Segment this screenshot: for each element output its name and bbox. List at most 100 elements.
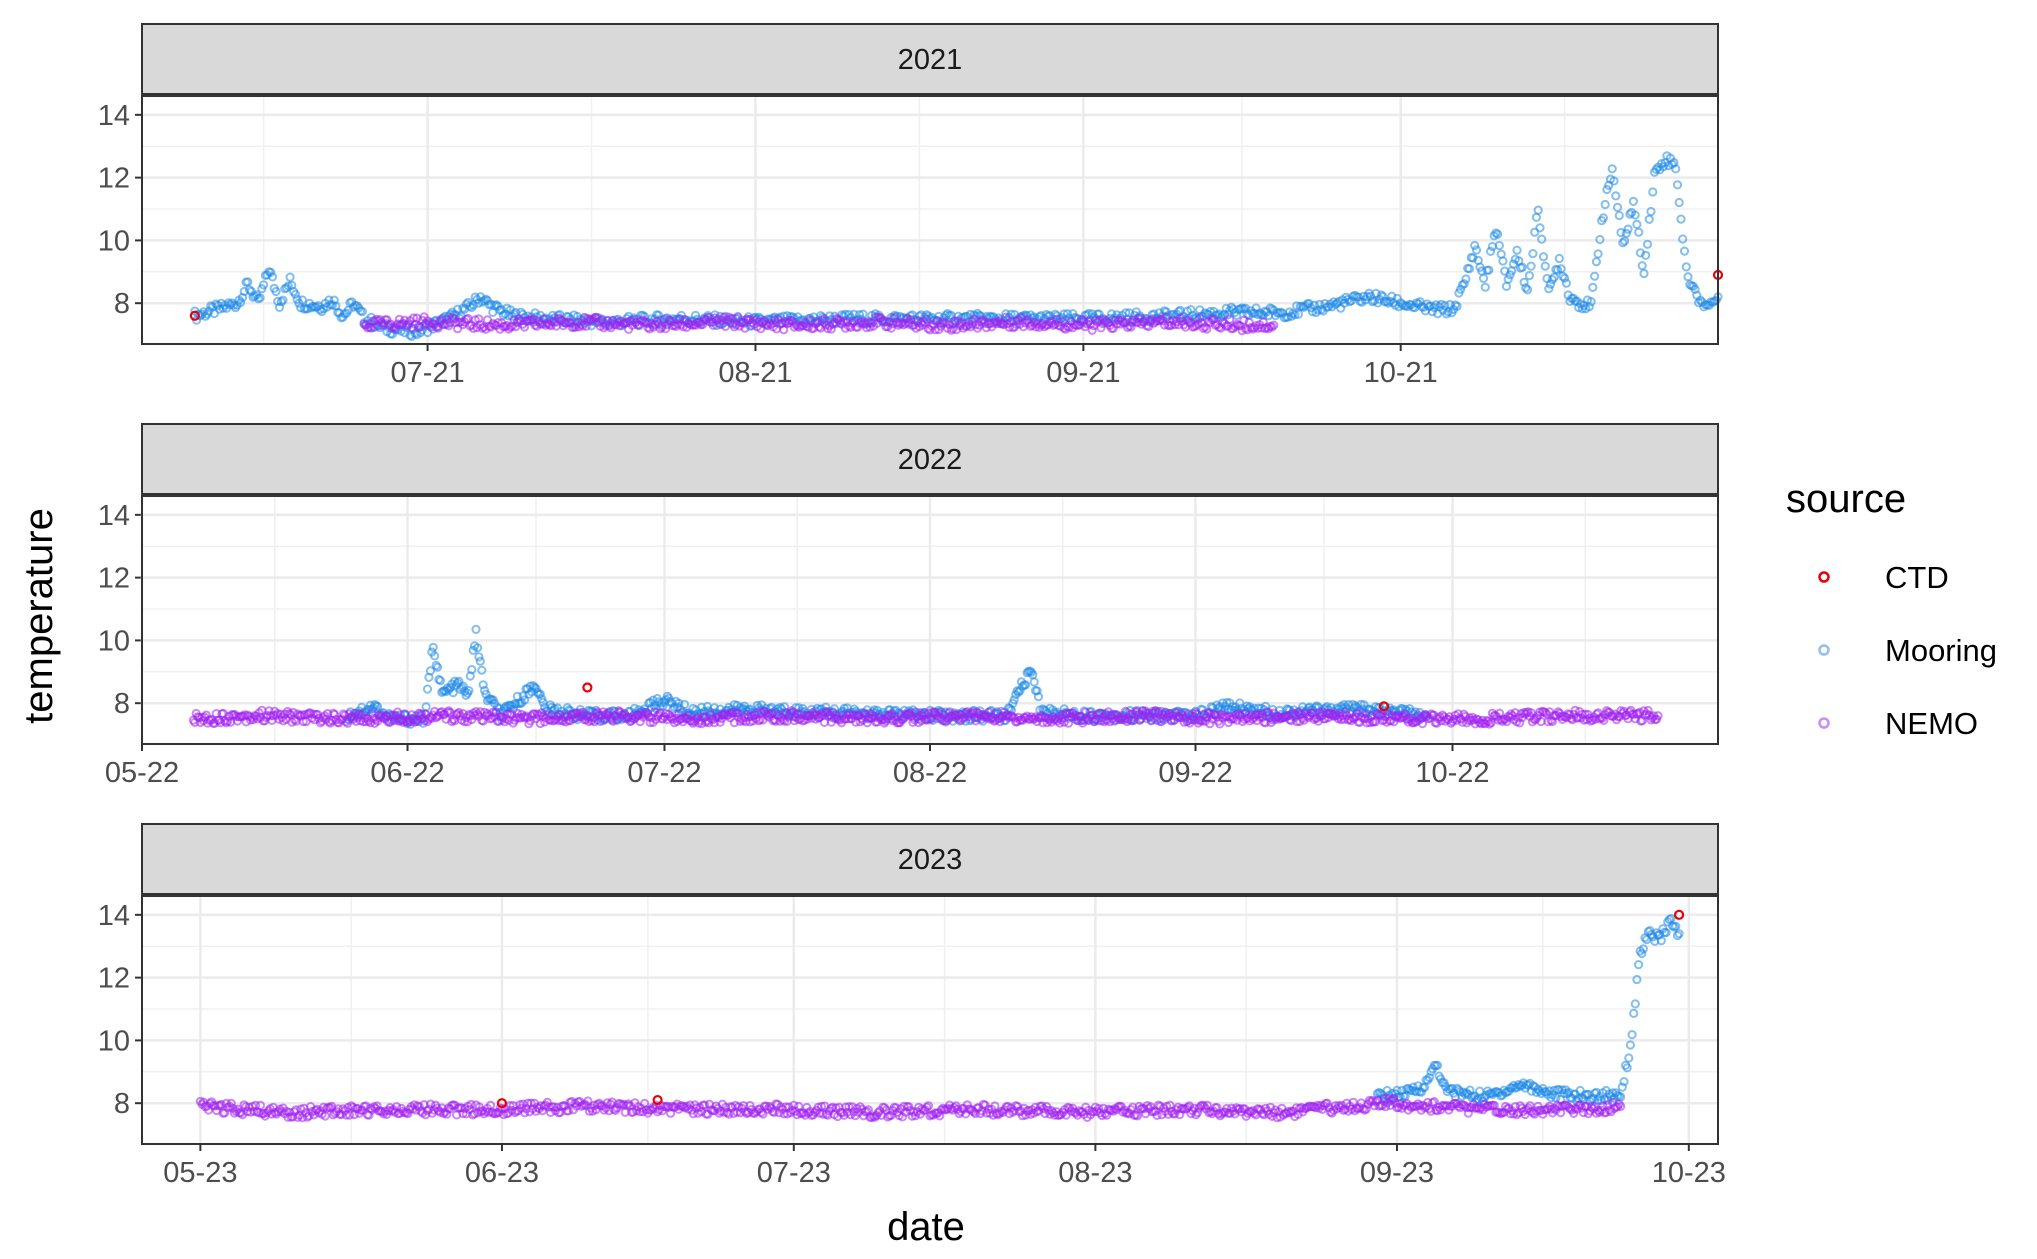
strip-label-2023: 2023 <box>898 844 963 876</box>
data-point-mooring <box>1032 686 1042 696</box>
x-axis-title: date <box>887 1205 965 1249</box>
x-tick-label: 07-21 <box>390 357 464 389</box>
y-tick-label: 12 <box>98 963 130 995</box>
data-point-mooring <box>1586 297 1596 307</box>
legend: source CTD Mooring NEMO <box>1786 477 1997 741</box>
data-point-mooring <box>266 267 276 277</box>
data-point-nemo <box>1263 707 1273 717</box>
panels-layer: 2021 8 10 12 14 07-21 08-21 09-21 10-21 2022 8 10 12… <box>98 23 1726 1189</box>
data-point-mooring <box>1617 1082 1627 1092</box>
data-point-nemo <box>576 319 586 329</box>
data-point-mooring <box>1683 272 1693 282</box>
data-point-mooring <box>1584 302 1594 312</box>
data-point-mooring <box>1629 1008 1639 1019</box>
data-point-mooring <box>471 624 481 635</box>
data-point-nemo <box>589 717 600 727</box>
data-point-mooring <box>1493 229 1503 239</box>
data-point-mooring <box>432 662 443 672</box>
strip-label-2021: 2021 <box>898 44 963 76</box>
data-point-mooring <box>1290 310 1300 320</box>
data-point-mooring <box>1648 187 1658 197</box>
data-point-mooring <box>1628 196 1639 206</box>
data-point-mooring <box>1607 164 1617 174</box>
legend-label-ctd: CTD <box>1885 560 1949 595</box>
y-tick-label: 8 <box>114 1088 130 1120</box>
data-point-mooring <box>1593 249 1603 259</box>
x-tick-label: 08-21 <box>718 357 792 389</box>
data-point-mooring <box>478 680 488 690</box>
data-point-nemo <box>1599 715 1609 726</box>
data-point-mooring <box>1642 239 1653 249</box>
data-point-mooring <box>1498 256 1508 266</box>
data-point-nemo <box>393 319 403 329</box>
data-point-mooring <box>1533 205 1543 215</box>
legend-title: source <box>1786 477 1906 521</box>
data-point-nemo <box>1653 711 1663 721</box>
data-point-mooring <box>609 706 620 716</box>
panel-2021: 2021 8 10 12 14 07-21 08-21 09-21 10-21 <box>98 23 1724 389</box>
data-point-mooring <box>1484 265 1494 275</box>
data-point-mooring <box>236 297 246 307</box>
data-point-mooring <box>422 684 433 694</box>
data-point-mooring <box>1486 246 1496 256</box>
y-axis-title: temperature <box>17 508 61 724</box>
data-point-mooring <box>1461 274 1471 284</box>
data-point-mooring <box>1641 250 1651 260</box>
data-point-mooring <box>1609 176 1619 186</box>
data-point-mooring <box>1512 245 1522 255</box>
x-tick-label: 06-23 <box>465 1157 539 1189</box>
data-point-mooring <box>1480 282 1490 292</box>
x-tick-label: 05-22 <box>105 757 179 789</box>
series-ctd-2022 <box>582 682 1390 712</box>
data-point-mooring <box>1676 214 1686 224</box>
data-point-mooring <box>259 280 269 290</box>
data-point-mooring <box>464 686 474 696</box>
strip-2022 <box>141 423 1719 495</box>
strip-2023 <box>141 823 1719 895</box>
x-tick-label: 10-22 <box>1415 757 1489 789</box>
data-point-nemo <box>921 314 932 324</box>
data-point-mooring <box>435 676 445 686</box>
data-point-nemo <box>541 320 551 330</box>
data-point-mooring <box>448 688 458 698</box>
data-point-nemo <box>1244 317 1254 327</box>
data-point-mooring <box>1619 1077 1629 1087</box>
data-point-mooring <box>1674 197 1684 208</box>
panel-2022: 2022 8 10 12 14 05-22 06-22 07-22 08-22 09-22 10-2… <box>98 423 1719 789</box>
data-point-mooring <box>1656 936 1666 946</box>
series-nemo-2021 <box>359 312 1279 336</box>
data-point-mooring <box>1545 279 1556 289</box>
data-point-mooring <box>1618 238 1628 248</box>
data-point-mooring <box>285 272 295 282</box>
data-point-ctd <box>189 310 200 321</box>
data-point-mooring <box>467 665 477 675</box>
data-point-nemo <box>1540 708 1550 718</box>
y-tick-label: 14 <box>98 100 130 132</box>
data-point-mooring <box>1519 277 1529 287</box>
data-point-nemo <box>661 324 671 334</box>
data-point-nemo <box>732 708 742 718</box>
data-point-mooring <box>1630 999 1640 1009</box>
data-point-ctd <box>1378 701 1390 712</box>
data-point-mooring <box>278 295 288 305</box>
data-point-mooring <box>1528 249 1538 259</box>
data-point-mooring <box>297 295 307 305</box>
data-point-mooring <box>1503 274 1513 284</box>
data-point-mooring <box>1672 930 1683 941</box>
y-tick-label: 8 <box>114 288 130 320</box>
data-point-mooring <box>1616 227 1626 238</box>
y-tick-label: 10 <box>98 1025 130 1057</box>
legend-key-ctd <box>1818 571 1830 583</box>
data-point-mooring <box>1561 278 1572 288</box>
data-point-mooring <box>1554 253 1564 264</box>
x-tick-label: 10-23 <box>1652 1157 1726 1189</box>
data-point-mooring <box>1544 284 1554 294</box>
data-point-nemo <box>578 321 588 331</box>
panel-2023: 2023 8 10 12 14 05-23 06-23 07-23 08-23 09-23 10-2… <box>98 823 1726 1189</box>
data-point-mooring <box>428 642 438 652</box>
data-point-mooring <box>1595 234 1605 245</box>
data-point-mooring <box>1634 227 1644 237</box>
data-point-nemo <box>1485 719 1495 729</box>
data-point-mooring <box>243 277 253 287</box>
